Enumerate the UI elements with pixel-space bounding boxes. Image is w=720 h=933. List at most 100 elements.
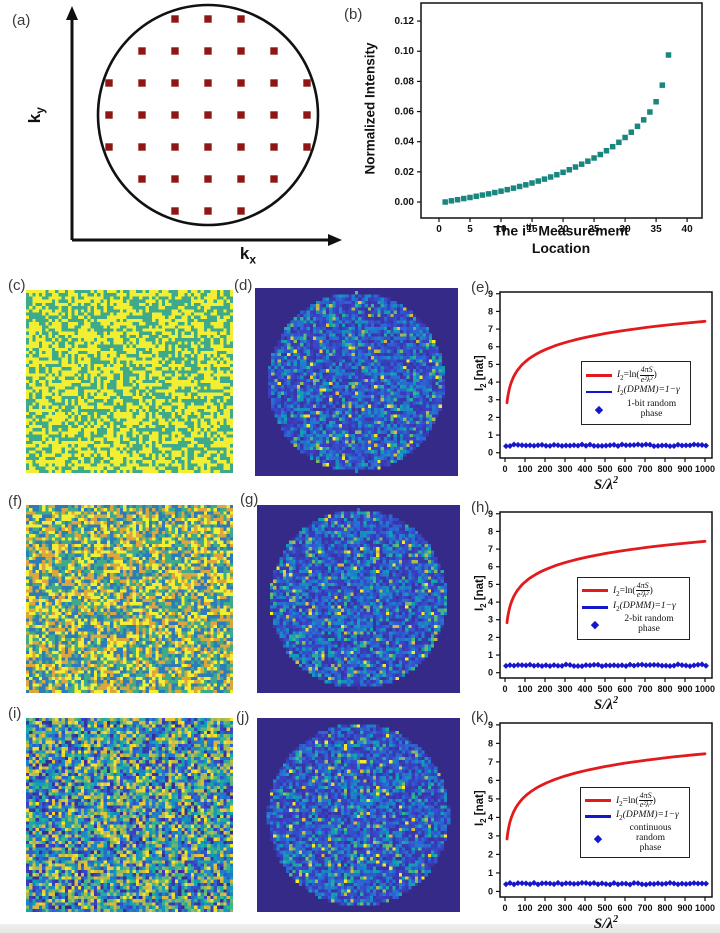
panel-label-g: (g) [240,491,259,508]
scatter-point [529,180,535,186]
scatter-point [461,195,467,202]
legend-formula-text: I2=ln(4πS e²λ²) [617,365,657,384]
svg-text:40: 40 [682,224,694,235]
kspace-dot [270,175,278,183]
scatter-point [498,188,504,194]
x-ticks: 0 100 200 300 400 500 600 700 800 900 1000 [502,678,715,694]
svg-text:4: 4 [488,812,493,822]
scatter-point [516,183,523,190]
svg-text:2: 2 [488,849,493,859]
scatter-point [448,198,455,204]
svg-text:1000: 1000 [695,684,715,694]
svg-text:6: 6 [488,342,493,352]
blue-diamond-sample: ◆ [582,619,608,630]
panel-label-a: (a) [12,12,31,29]
svg-text:600: 600 [617,684,632,694]
legend-row-phase: ◆ 1-bit random phase [586,398,686,420]
svg-text:0.12: 0.12 [395,16,415,27]
svg-text:10: 10 [495,224,507,235]
scatter-point [647,109,653,115]
svg-text:4: 4 [488,597,493,607]
panel-label-d: (d) [234,277,253,294]
scatter-point [622,134,628,141]
scatter-point [628,129,635,135]
svg-text:30: 30 [620,224,632,235]
x-ticks: 0 5 10 15 20 25 30 35 40 [436,218,693,235]
svg-text:300: 300 [557,464,572,474]
red-capacity-curve [505,539,707,625]
speckle-map-continuous [257,718,460,912]
plot-box [499,511,713,679]
scatter-point [535,178,541,184]
speckle-map-2bit [257,505,460,693]
scatter-point [560,169,566,176]
y-ticks: 0 1 2 3 4 5 6 7 8 9 [488,289,500,458]
blue-diamond-sample: ◆ [586,403,612,416]
svg-text:3: 3 [488,395,493,405]
svg-text:7: 7 [488,324,493,334]
svg-text:100: 100 [517,464,532,474]
svg-text:500: 500 [597,903,612,913]
2-bit-random-phase-pattern [26,505,233,693]
kspace-dot [303,143,311,151]
scatter-point [640,117,647,123]
svg-text:700: 700 [637,903,652,913]
kx-axis-label: kx [239,244,257,267]
scatter-series [442,52,672,205]
kspace-dot [270,111,278,119]
svg-text:1: 1 [488,650,493,660]
svg-text:1000: 1000 [695,464,715,474]
kspace-dot [171,175,179,183]
diamond-icon: ◆ [594,403,604,416]
svg-text:700: 700 [637,464,652,474]
svg-text:5: 5 [467,224,473,235]
svg-text:9: 9 [488,720,493,730]
svg-text:2: 2 [488,412,493,422]
kspace-dot [105,111,113,119]
panel-label-e: (e) [471,279,490,296]
kspace-dot [204,143,212,151]
svg-text:3: 3 [488,615,493,625]
1-bit-random-phase-pattern [26,290,233,473]
svg-text:6: 6 [488,562,493,572]
scatter-point [578,161,585,167]
panel-label-j: (j) [236,709,250,726]
legend-dpmm-text: I2(DPMM)=1−γ [613,600,676,613]
x-ticks: 0 100 200 300 400 500 600 700 800 900 1000 [502,897,715,913]
kspace-dot [237,47,245,55]
y-ticks: 0.00 0.02 0.04 0.06 0.08 0.10 0.12 [395,16,421,208]
scatter-point [597,151,604,158]
scatter-point [479,192,486,198]
red-line-sample [582,589,608,593]
scatter-point [554,171,560,178]
scatter-point [585,158,591,164]
svg-text:0.02: 0.02 [395,167,415,178]
svg-text:8: 8 [488,306,493,316]
svg-text:3: 3 [488,831,493,841]
svg-text:700: 700 [637,684,652,694]
legend-phase-text: 1-bit random phase [626,398,677,419]
kspace-dot [171,111,179,119]
blue-line-sample [582,606,608,609]
cropped-caption-strip [0,924,720,933]
blue-diamond-markers [503,661,709,670]
scatter-point [591,155,597,161]
legend-row-dpmm: I2(DPMM)=1−γ [585,810,685,822]
svg-text:500: 500 [597,684,612,694]
svg-text:800: 800 [657,684,672,694]
kspace-sample-dots [105,15,311,215]
svg-text:0.10: 0.10 [395,46,415,57]
svg-text:500: 500 [597,464,612,474]
panel-label-h: (h) [471,499,490,516]
red-capacity-curve [505,752,707,841]
svg-text:900: 900 [677,464,692,474]
kspace-dot [171,143,179,151]
kspace-dot [303,111,311,119]
x-ticks: 0 100 200 300 400 500 600 700 800 900 1000 [502,458,715,474]
legend-row-dpmm: I2(DPMM)=1−γ [582,600,685,613]
scatter-point [609,143,616,150]
svg-text:0.08: 0.08 [395,76,415,87]
scatter-point [572,164,579,170]
kspace-dot [171,15,179,23]
continuous-random-phase-pattern [26,718,233,912]
